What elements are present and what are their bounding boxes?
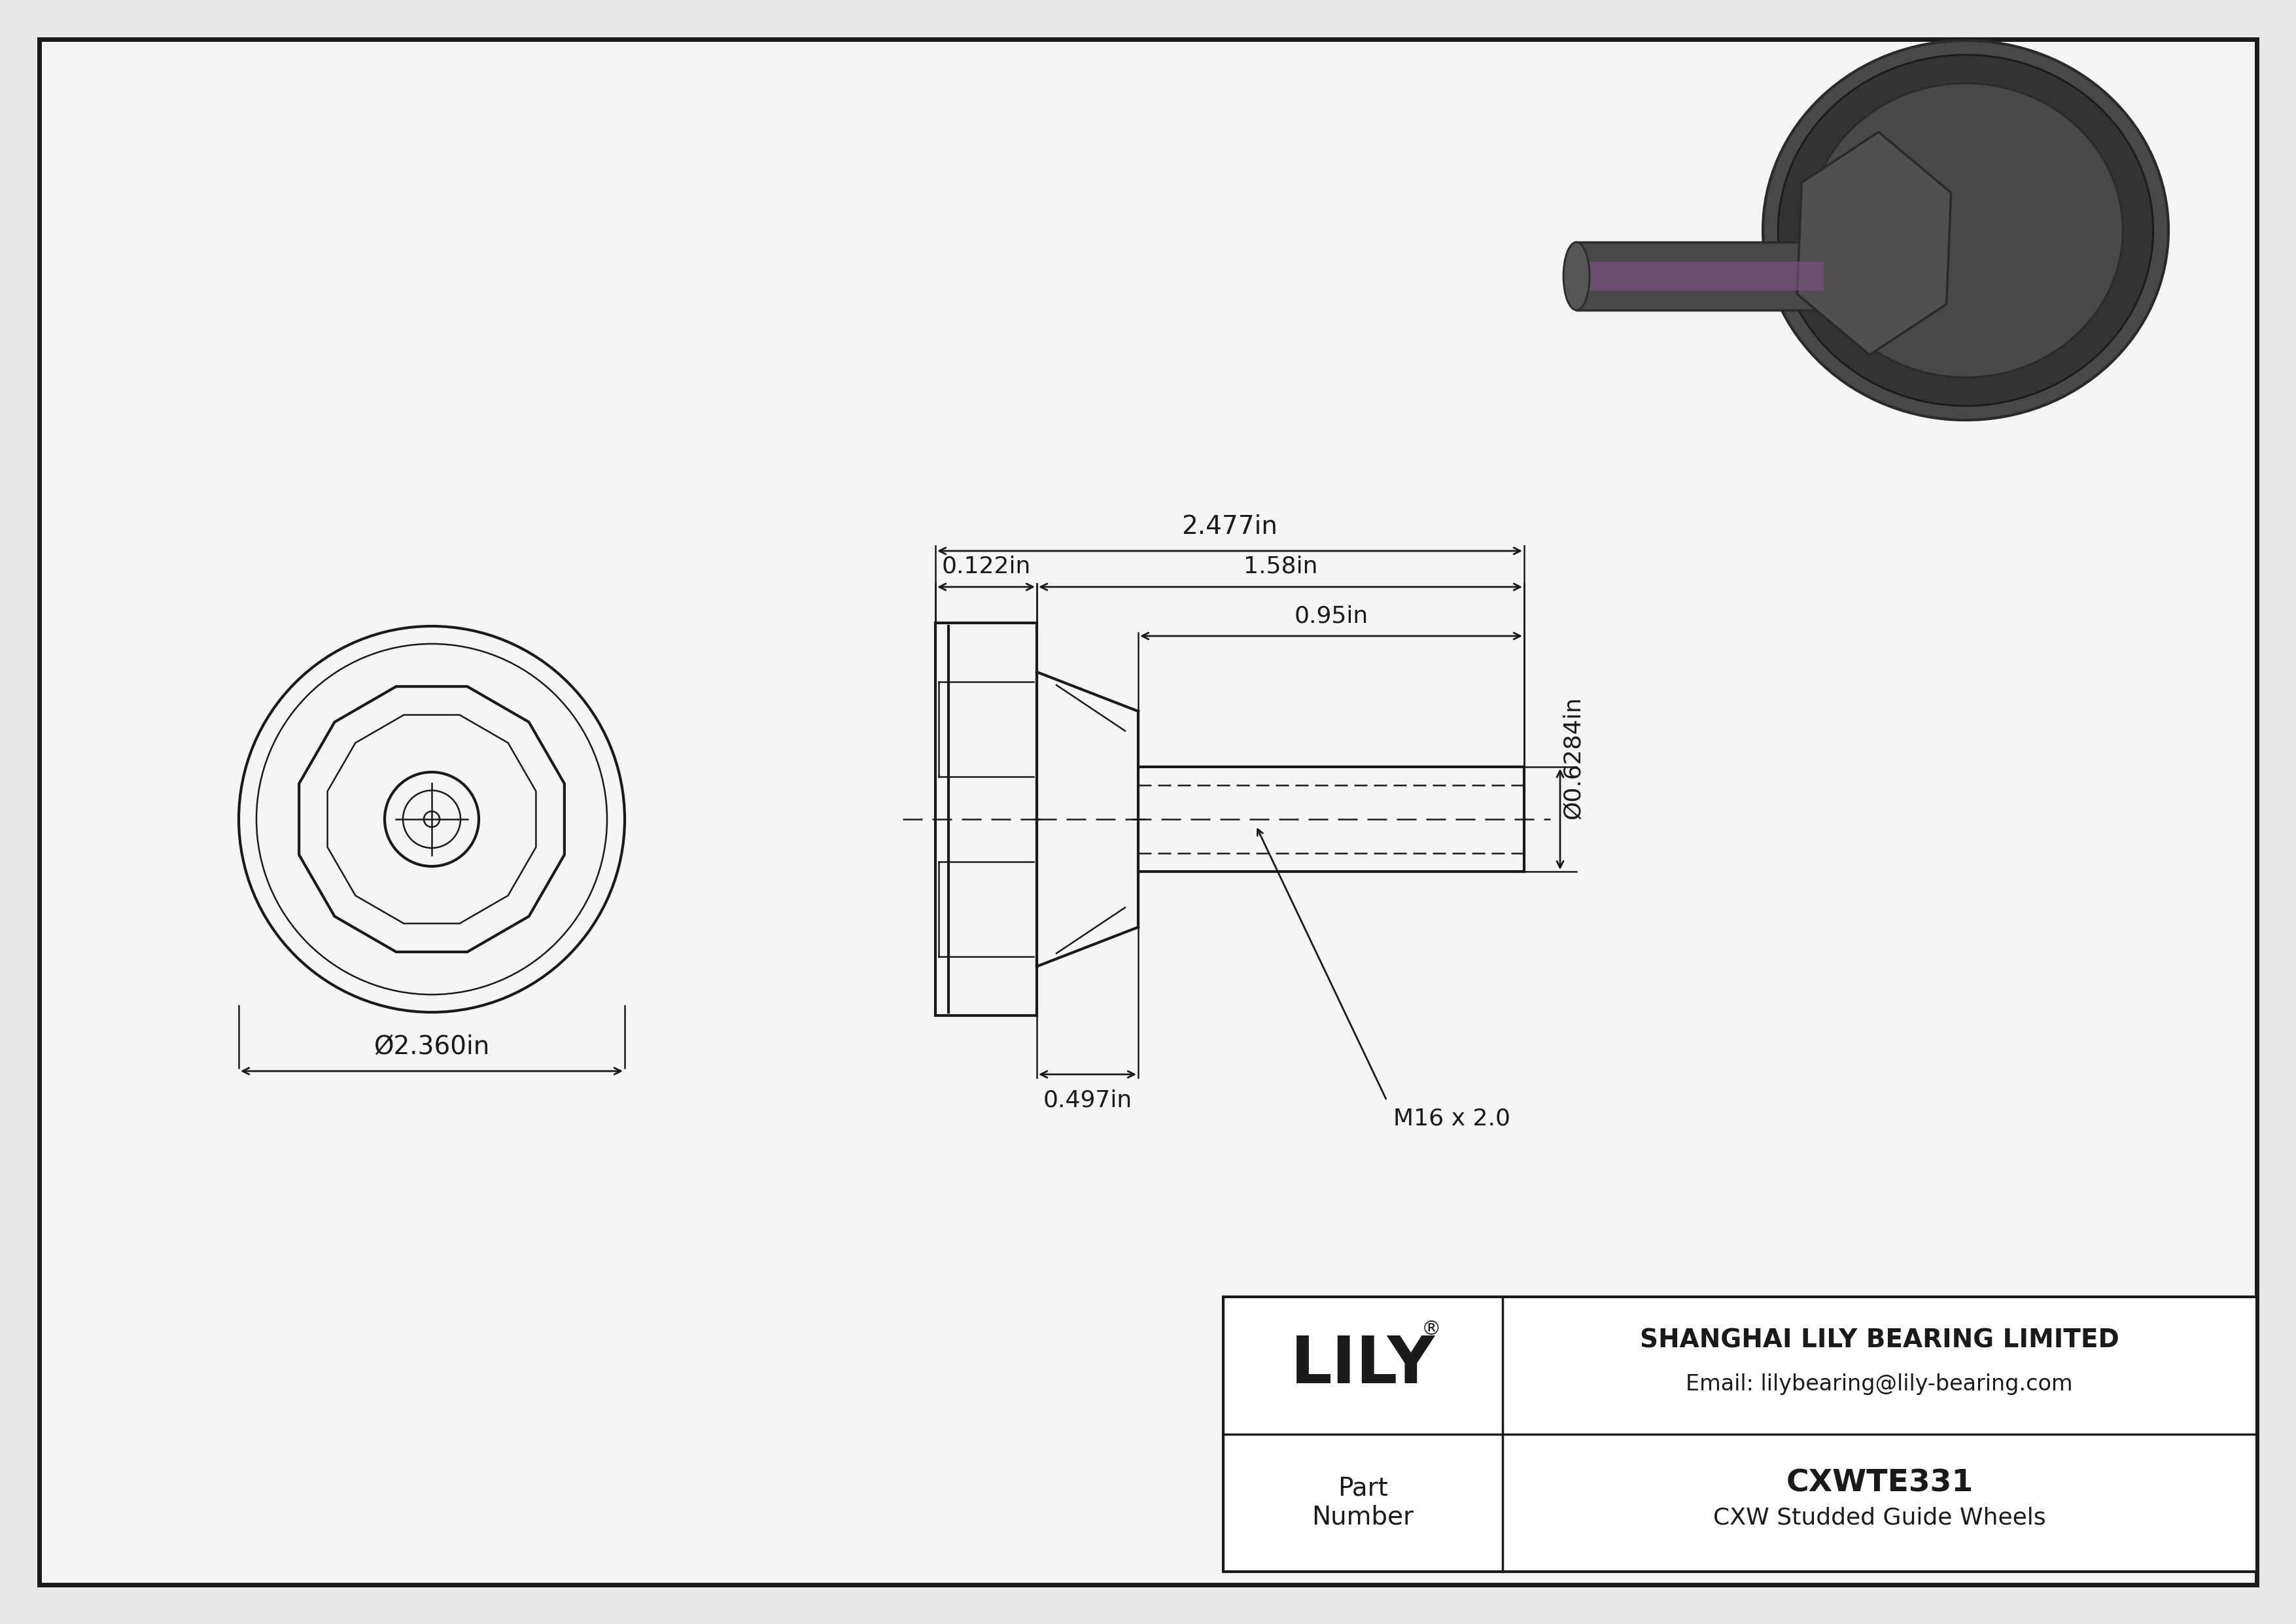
Text: 1.58in: 1.58in — [1244, 555, 1318, 578]
Text: 0.122in: 0.122in — [941, 555, 1031, 578]
Text: CXWTE331: CXWTE331 — [1786, 1468, 1972, 1497]
Text: ®: ® — [1421, 1320, 1442, 1340]
Text: Ø0.6284in: Ø0.6284in — [1561, 697, 1584, 818]
Text: 0.95in: 0.95in — [1295, 604, 1368, 627]
Ellipse shape — [1809, 83, 2124, 377]
Text: CXW Studded Guide Wheels: CXW Studded Guide Wheels — [1713, 1505, 2046, 1528]
Text: SHANGHAI LILY BEARING LIMITED: SHANGHAI LILY BEARING LIMITED — [1639, 1328, 2119, 1353]
Text: M16 x 2.0: M16 x 2.0 — [1394, 1108, 1511, 1129]
Bar — [1224, 1298, 2257, 1572]
Text: LILY: LILY — [1290, 1333, 1435, 1397]
Text: 0.497in: 0.497in — [1042, 1088, 1132, 1111]
Text: Part: Part — [1339, 1476, 1387, 1501]
Bar — [1580, 261, 1823, 291]
Ellipse shape — [1777, 55, 2154, 406]
Text: Email: lilybearing@lily-bearing.com: Email: lilybearing@lily-bearing.com — [1685, 1372, 2073, 1395]
Text: Ø2.360in: Ø2.360in — [374, 1034, 489, 1059]
Polygon shape — [1798, 132, 1952, 354]
Ellipse shape — [1763, 41, 2167, 421]
Ellipse shape — [1564, 242, 1589, 310]
Text: 2.477in: 2.477in — [1182, 515, 1279, 539]
Text: Number: Number — [1311, 1505, 1414, 1530]
Bar — [1577, 242, 1828, 310]
